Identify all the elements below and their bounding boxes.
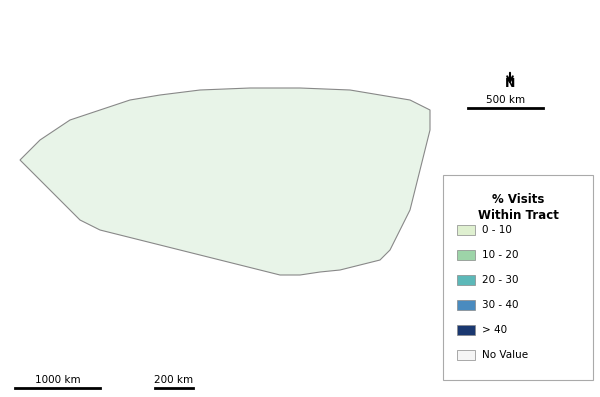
Text: > 40: > 40 [482, 325, 507, 335]
Polygon shape [20, 88, 430, 275]
Bar [457, 350, 475, 360]
Bar [457, 250, 475, 260]
Text: 0 - 10: 0 - 10 [482, 225, 512, 235]
Text: 30 - 40: 30 - 40 [482, 300, 518, 310]
Text: % Visits
Within Tract: % Visits Within Tract [478, 193, 559, 222]
Text: 200 km: 200 km [154, 375, 194, 385]
Text: No Value: No Value [482, 350, 528, 360]
Bar [457, 325, 475, 335]
Bar [457, 275, 475, 285]
Bar [457, 225, 475, 235]
Text: 20 - 30: 20 - 30 [482, 275, 518, 285]
Text: N: N [505, 77, 515, 90]
Bar [443, 175, 593, 380]
Text: 500 km: 500 km [486, 95, 525, 105]
Bar [457, 300, 475, 310]
Text: 10 - 20: 10 - 20 [482, 250, 518, 260]
Text: 1000 km: 1000 km [35, 375, 80, 385]
